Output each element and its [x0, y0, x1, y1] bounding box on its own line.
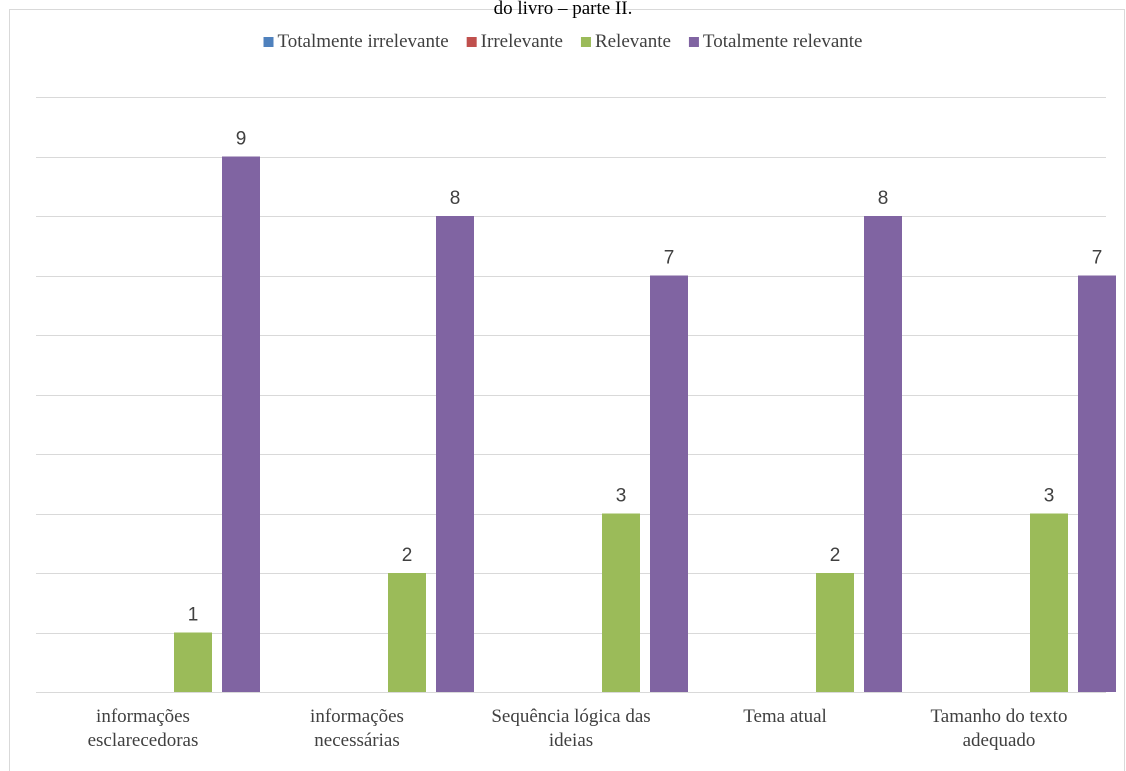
data-label: 8 [878, 188, 889, 209]
x-tick-label: Tamanho do texto adequado [931, 706, 1068, 751]
legend-item: Irrelevante [466, 31, 563, 52]
bar-relevante [388, 573, 426, 692]
x-tick-label: informações necessárias [310, 706, 404, 751]
bar-relevante [1030, 513, 1068, 692]
legend: Totalmente irrelevante Irrelevante Relevan… [263, 31, 863, 52]
legend-label: Totalmente relevante [703, 31, 863, 52]
bar-totalmente-relevante [864, 216, 902, 692]
legend-label: Totalmente irrelevante [278, 31, 449, 52]
data-label: 1 [188, 605, 199, 626]
bar-relevante [602, 513, 640, 692]
bar-totalmente-relevante [436, 216, 474, 692]
x-tick-label: informações esclarecedoras [88, 706, 199, 751]
legend-swatch [263, 37, 274, 47]
chart-border [9, 9, 1125, 771]
x-tick-label: Sequência lógica das ideias [491, 706, 650, 751]
legend-item: Totalmente irrelevante [263, 31, 449, 52]
bar-relevante [174, 632, 212, 692]
bar-totalmente-relevante [1078, 275, 1116, 692]
bar-totalmente-relevante [222, 156, 260, 692]
legend-label: Relevante [595, 31, 671, 52]
gridlines [36, 97, 1106, 693]
data-label: 3 [616, 486, 627, 507]
legend-item: Relevante [580, 31, 671, 52]
data-label: 8 [450, 188, 461, 209]
bars [174, 156, 1116, 692]
x-axis-tick-labels: informações esclarecedoras informações nece… [88, 706, 1068, 751]
data-labels: 1 9 2 8 3 7 2 8 3 7 [188, 129, 1103, 626]
data-label: 7 [1092, 248, 1103, 269]
data-label: 2 [402, 545, 413, 566]
bar-totalmente-relevante [650, 275, 688, 692]
data-label: 2 [830, 545, 841, 566]
data-label: 3 [1044, 486, 1055, 507]
data-label: 9 [236, 129, 247, 150]
x-tick-label: Tema atual [743, 706, 827, 727]
legend-swatch [580, 37, 591, 47]
data-label: 7 [664, 248, 675, 269]
bar-relevante [816, 573, 854, 692]
legend-swatch [688, 37, 699, 47]
legend-swatch [466, 37, 477, 47]
legend-label: Irrelevante [481, 31, 563, 52]
legend-item: Totalmente relevante [688, 31, 863, 52]
caption-fragment: do livro – parte II. [494, 0, 633, 19]
